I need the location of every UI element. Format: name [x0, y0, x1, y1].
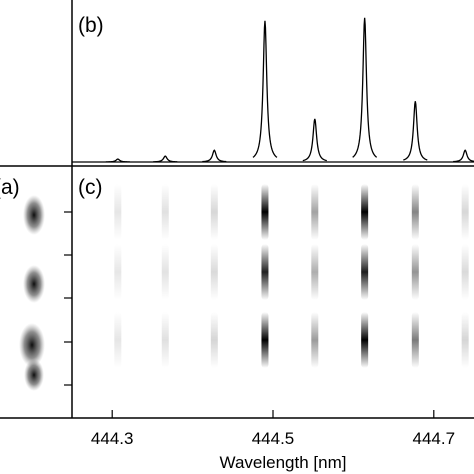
x-tick-label: 444.3 [91, 429, 134, 448]
image-streak [261, 312, 269, 368]
image-streak [261, 244, 269, 300]
image-streak [411, 312, 419, 368]
image-streak [461, 184, 469, 240]
spectrum-peak [202, 149, 227, 163]
spectrum-peak [352, 17, 378, 158]
image-streak [411, 244, 419, 300]
image-streak [114, 244, 122, 300]
image-streak [161, 184, 169, 240]
image-streak [361, 184, 369, 240]
image-streak [311, 312, 319, 368]
image-streak [210, 184, 218, 240]
image-streak [114, 184, 122, 240]
image-streak [461, 244, 469, 300]
panel-label: (b) [78, 14, 104, 37]
spectrum-peak [302, 118, 327, 162]
spectrum-peak [403, 101, 428, 161]
image-streak [210, 244, 218, 300]
x-tick-label: 444.5 [252, 429, 295, 448]
row-ticks [64, 211, 72, 386]
spectrum-peak [453, 149, 474, 163]
x-tick-label: 444.7 [413, 429, 456, 448]
image-streak [361, 244, 369, 300]
panel-label: (c) [78, 176, 103, 199]
image-streak [461, 312, 469, 368]
spectrum-peak [153, 155, 178, 163]
image-streak [311, 184, 319, 240]
image-streak [261, 184, 269, 240]
x-axis-title: Wavelength [nm] [220, 453, 347, 472]
image-streak [161, 312, 169, 368]
image-streak [114, 312, 122, 368]
spatial-profile [19, 195, 45, 391]
image-streak [361, 312, 369, 368]
image-streak [161, 244, 169, 300]
spectrum-peak [105, 158, 130, 163]
image-streak [210, 312, 218, 368]
spectrum-peak [252, 20, 278, 158]
panel-label: (a) [0, 176, 20, 199]
image-streak [411, 184, 419, 240]
image-streak [311, 244, 319, 300]
